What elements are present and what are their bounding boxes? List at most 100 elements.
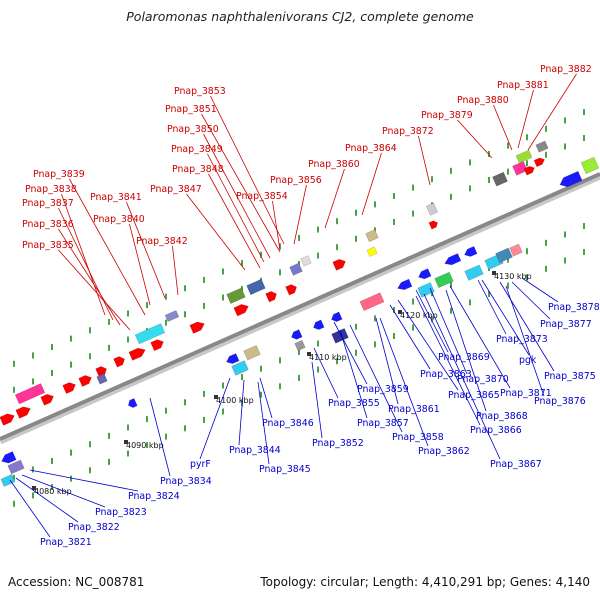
bottom-gene-label: Pnap_3858 [392,432,444,443]
top-gene-leader [172,245,179,296]
forward-gene [128,347,146,361]
gene-arrow [509,243,523,257]
bottom-gene-leader [333,321,368,385]
top-gene-label: Pnap_3880 [457,95,509,106]
accession-label: Accession: NC_008781 [8,575,145,589]
reverse-gene [495,247,513,264]
bottom-gene-label: Pnap_3846 [262,418,314,429]
top-gene-leader [272,200,281,251]
scale-label: 4100 kbp [216,396,254,405]
gene-arrow [231,360,249,376]
top-gene-label: Pnap_3881 [497,80,549,91]
gene-arrow [14,383,46,405]
gene-arrow [0,413,15,426]
gene-arrow [417,282,435,298]
gene-arrow [559,170,583,188]
bottom-gene-label: Pnap_3876 [534,396,586,407]
top-gene-leader [58,228,121,326]
forward-gene [425,202,439,216]
top-gene-leader [361,152,382,216]
forward-gene [515,149,533,164]
bottom-gene-label: Pnap_3878 [548,302,600,313]
gene-arrow [434,271,454,289]
top-gene-label: Pnap_3848 [172,164,224,175]
forward-gene [226,287,246,304]
top-gene-leader [418,135,431,186]
gene-arrow [226,287,246,304]
top-gene-label: Pnap_3879 [421,110,473,121]
bottom-gene-leader [313,347,339,399]
gene-arrow [365,229,379,243]
bottom-gene-leader [29,469,139,492]
bottom-gene-leader [339,329,368,419]
forward-gene [332,258,346,271]
gene-arrow [291,329,303,340]
gene-arrow [397,278,413,291]
forward-gene [113,356,125,368]
forward-gene [580,156,600,175]
forward-gene [134,323,166,345]
gene-arrow [128,347,146,361]
forward-gene [164,310,180,322]
forward-gene [15,406,31,419]
reverse-gene [243,344,261,361]
bottom-gene-leader [445,289,487,412]
scale-label: 4130 kbp [494,272,532,281]
bottom-gene-leader [257,381,270,465]
bottom-gene-leader [481,279,530,356]
bottom-gene-label: Pnap_3857 [357,418,409,429]
scale-marker [398,310,402,314]
reverse-gene [418,268,432,280]
top-gene-leader [517,89,534,149]
bottom-gene-label: Pnap_3824 [128,491,180,502]
gene-arrow [78,375,92,387]
bottom-gene-leader [449,285,511,389]
top-gene-label: Pnap_3849 [171,144,223,155]
forward-gene [265,291,277,303]
bottom-gene-label: Pnap_3855 [328,398,380,409]
forward-gene [189,321,205,334]
reverse-gene [313,319,325,330]
bottom-gene-label: Pnap_3868 [476,411,528,422]
bottom-gene-label: Pnap_3869 [438,352,490,363]
bottom-gene-leader [21,474,106,508]
bottom-gene-leader [149,397,171,477]
bottom-gene-label: Pnap_3875 [544,371,596,382]
gene-arrow [464,246,478,257]
reverse-gene [7,459,25,475]
top-gene-label: Pnap_3842 [136,236,188,247]
top-gene-leader [58,207,114,321]
bottom-gene-label: Pnap_3844 [229,445,281,456]
scale-label: 4080 kbp [34,487,72,496]
bottom-gene-label: Pnap_3877 [540,319,592,330]
gene-arrow [265,291,277,303]
bottom-gene-label: Pnap_3834 [160,476,212,487]
gene-arrow [15,406,31,419]
reverse-gene [0,474,16,487]
genome-backbone [0,172,600,441]
reverse-gene [397,278,413,291]
reverse-gene [417,282,435,298]
top-gene-label: Pnap_3835 [22,240,74,251]
gene-arrow [464,264,484,281]
bottom-gene-leader [499,281,555,372]
gene-arrow [62,382,76,394]
top-gene-leader [208,173,261,269]
scale-label: 4120 kbp [400,311,438,320]
bottom-gene-label: Pnap_3845 [259,464,311,475]
gene-arrow [523,166,535,176]
gene-arrow [96,373,108,385]
top-gene-label: Pnap_3856 [270,175,322,186]
top-gene-leader [527,73,577,151]
top-gene-label: Pnap_3851 [165,104,217,115]
gene-arrow [243,344,261,361]
top-gene-label: Pnap_3841 [90,192,142,203]
bottom-gene-label: Pnap_3866 [470,425,522,436]
top-gene-leader [457,119,493,159]
gene-arrow [1,451,17,464]
gene-arrow [128,398,138,408]
top-gene-leader [293,184,307,245]
scale-marker [32,486,36,490]
top-gene-label: Pnap_3838 [25,184,77,195]
gene-arrow [233,304,249,317]
